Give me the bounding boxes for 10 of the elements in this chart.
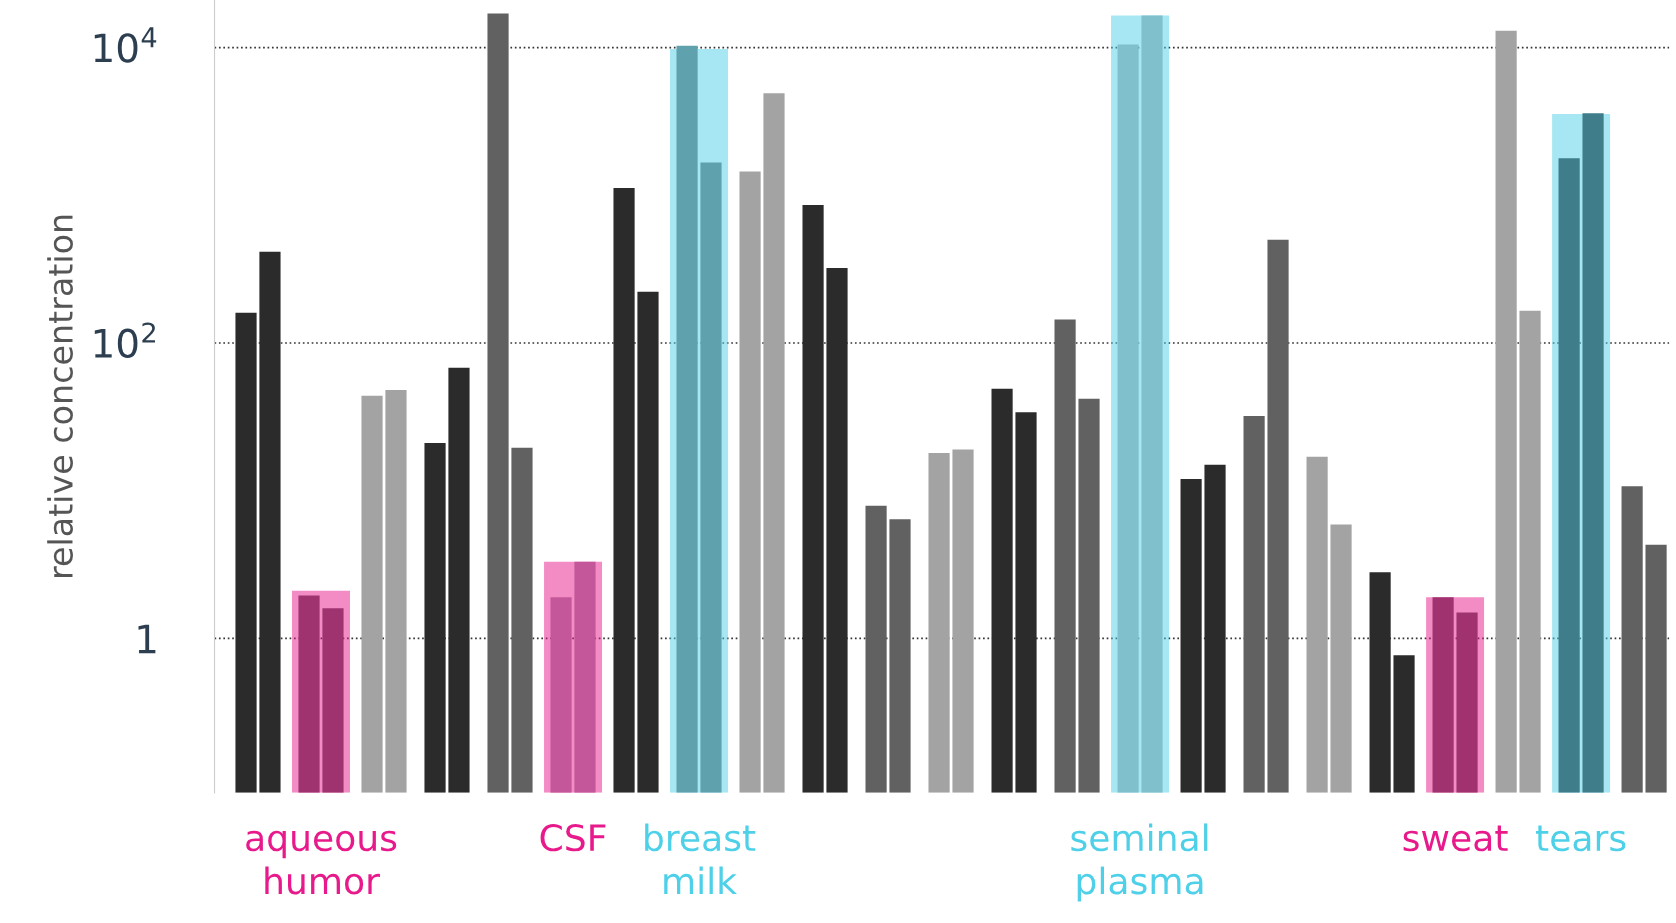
x-tick-label: CSF [540, 824, 606, 852]
x-tick-label: seminal plasma [1071, 823, 1208, 902]
x-tick-label: sweat [1403, 825, 1508, 852]
y-tick-label: 1 [138, 624, 156, 654]
y-axis-title: relative concentration [47, 215, 73, 577]
x-tick-label: aqueous humor [246, 830, 397, 895]
x-tick-label: breast milk [645, 823, 756, 895]
y-tick-label: 10$^{2}$ [94, 322, 155, 359]
y-tick-label: 10$^{4}$ [94, 27, 157, 63]
x-tick-label: tears [1535, 825, 1626, 852]
